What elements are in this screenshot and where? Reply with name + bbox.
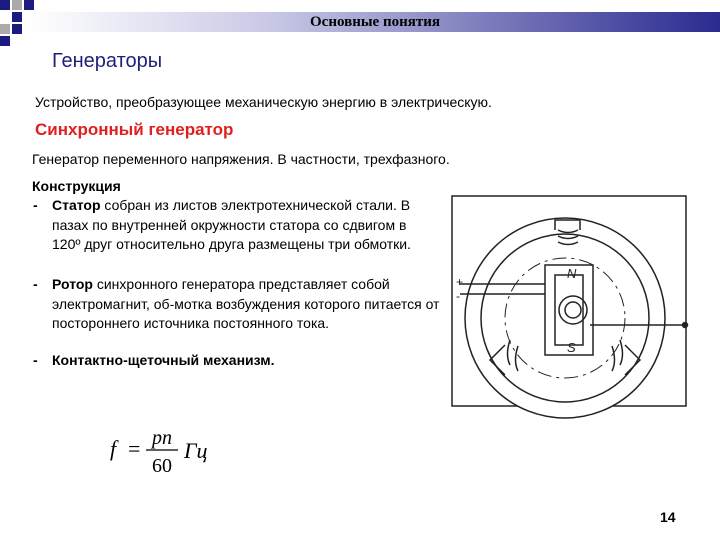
stator-outer [464, 217, 666, 419]
item-text: Контактно-щеточный механизм. [52, 351, 443, 371]
subheading: Синхронный генератор [35, 120, 234, 139]
deco [0, 24, 10, 34]
terminal [681, 321, 689, 329]
list-item: - Контактно-щеточный механизм. [33, 351, 443, 371]
deco [12, 0, 22, 10]
shaft-inner [564, 301, 582, 319]
page-number: 14 [660, 509, 676, 525]
rotor-core [554, 274, 584, 346]
list-item: - Статор собран из листов электротехниче… [33, 196, 428, 255]
formula-eq: = [128, 436, 140, 461]
bold-term: Контактно-щеточный механизм. [52, 352, 275, 368]
deco [0, 36, 10, 46]
shaft [558, 295, 588, 325]
coil-top [554, 219, 581, 246]
item-text: Статор собран из листов электротехническ… [52, 196, 428, 255]
generator-diagram: N S + - [451, 195, 689, 419]
text: синхронного генератора представляет собо… [52, 276, 440, 331]
header-title: Основные понятия [310, 14, 440, 30]
wires [460, 283, 685, 326]
deco [24, 0, 34, 10]
formula-numerator: pn [150, 427, 172, 449]
minus-sign: - [456, 289, 460, 303]
marker: - [33, 197, 38, 213]
stator-inner [480, 233, 650, 403]
list-item: - Ротор синхронного генератора представл… [33, 275, 443, 334]
formula-denominator: 60 [152, 455, 172, 477]
rotor [544, 264, 594, 356]
formula: f = pn 60 Гц [110, 427, 208, 477]
bold-term: Статор [52, 197, 101, 213]
item-text: Ротор синхронного генератора представляе… [52, 275, 443, 334]
formula-lhs: f [110, 436, 119, 461]
plus-sign: + [456, 275, 463, 289]
marker: - [33, 276, 38, 292]
title-bar [30, 12, 720, 32]
formula-unit: Гц [183, 438, 208, 463]
coil-left [488, 339, 519, 376]
axis-circle [504, 257, 626, 379]
pole-north: N [567, 266, 577, 281]
pole-south: S [567, 340, 576, 355]
deco [0, 0, 10, 10]
construction-title: Конструкция [32, 178, 121, 194]
marker: - [33, 352, 38, 368]
definition: Устройство, преобразующее механическую э… [35, 94, 492, 110]
deco [12, 24, 22, 34]
coil-right [611, 339, 642, 376]
heading: Генераторы [52, 50, 163, 72]
bold-term: Ротор [52, 276, 93, 292]
text: собран из листов электротехнической стал… [52, 197, 411, 252]
deco [12, 12, 22, 22]
description: Генератор переменного напряжения. В част… [32, 151, 450, 167]
